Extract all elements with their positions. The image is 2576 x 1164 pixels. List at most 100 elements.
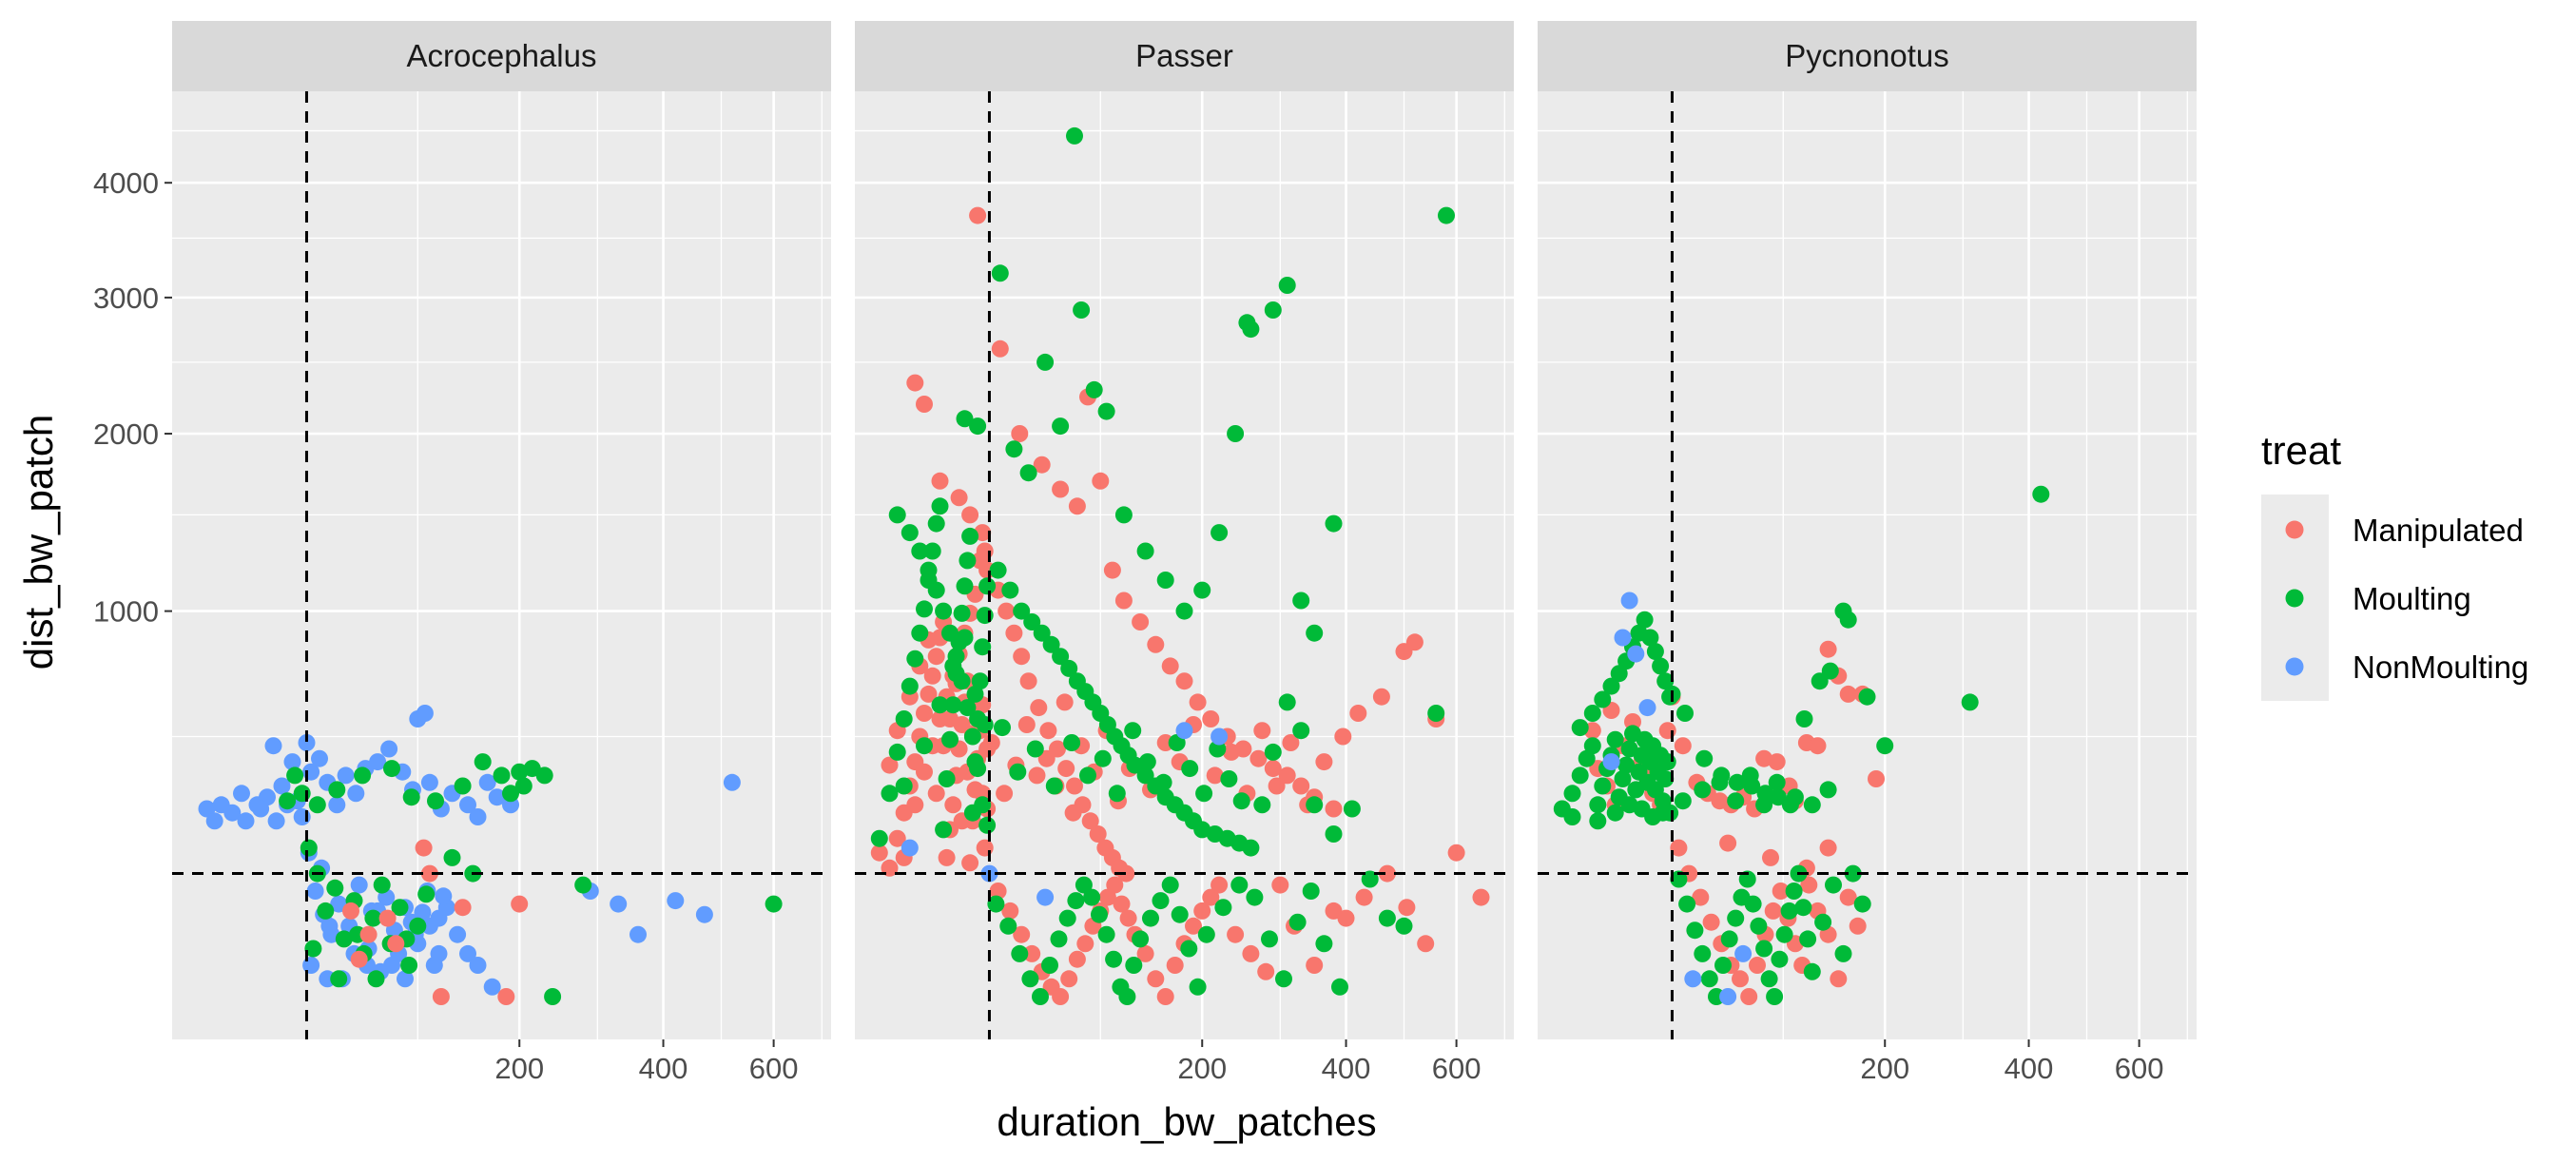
data-point — [966, 685, 984, 703]
data-point — [342, 902, 359, 920]
data-point — [1161, 657, 1179, 675]
data-point — [1242, 944, 1260, 962]
data-point — [1147, 970, 1165, 988]
data-point — [1728, 773, 1746, 791]
data-point — [976, 716, 994, 733]
data-point — [999, 917, 1017, 935]
data-point — [497, 988, 515, 1005]
data-point — [916, 600, 933, 618]
data-point — [1684, 970, 1702, 988]
data-point — [454, 777, 472, 795]
data-point — [417, 885, 436, 903]
data-point — [1264, 301, 1282, 319]
data-point — [1125, 957, 1143, 974]
data-point — [283, 753, 301, 771]
data-point — [1023, 613, 1041, 630]
x-tick-label: 400 — [639, 1052, 688, 1085]
data-point — [961, 506, 979, 524]
data-point — [1734, 944, 1753, 962]
data-point — [267, 812, 285, 830]
data-point — [938, 848, 956, 866]
data-point — [976, 607, 994, 625]
x-axis-acrocephalus: 200 400 600 — [494, 1039, 798, 1085]
data-point — [317, 902, 335, 920]
data-point — [991, 340, 1009, 358]
facet-strip-label: Acrocephalus — [407, 38, 597, 73]
data-point — [1094, 749, 1112, 767]
data-point — [1302, 883, 1320, 900]
data-point — [1594, 777, 1612, 795]
data-point — [1081, 812, 1099, 830]
data-point — [1398, 899, 1416, 917]
facet-panel-passer: Passer — [855, 21, 1514, 1039]
data-point — [1658, 753, 1676, 771]
data-point — [1264, 760, 1282, 778]
data-point — [1638, 699, 1656, 717]
data-point — [1727, 909, 1745, 927]
data-point — [1770, 788, 1787, 806]
data-point — [1620, 592, 1638, 610]
data-point — [223, 804, 242, 822]
data-point — [1602, 753, 1620, 771]
data-point — [1315, 753, 1333, 771]
data-point — [935, 821, 953, 839]
data-point — [1306, 624, 1324, 642]
data-point — [956, 629, 974, 647]
data-point — [1117, 864, 1135, 883]
data-point — [610, 895, 628, 913]
data-point — [1614, 770, 1632, 787]
data-point — [1103, 561, 1121, 579]
data-point — [997, 602, 1016, 620]
data-point — [293, 785, 311, 803]
data-point — [1136, 944, 1154, 962]
data-point — [1306, 796, 1324, 814]
data-point — [1152, 892, 1170, 910]
data-point — [1803, 796, 1821, 814]
data-point — [976, 839, 994, 857]
data-point — [1343, 800, 1361, 818]
data-point — [1378, 909, 1396, 927]
data-point — [279, 792, 297, 810]
data-point — [1108, 785, 1126, 803]
y-axis: 1000 2000 3000 4000 — [93, 166, 172, 629]
data-point — [1033, 624, 1051, 642]
data-point — [1821, 662, 1839, 680]
data-point — [959, 699, 977, 717]
data-point — [1246, 888, 1264, 906]
data-point — [252, 800, 270, 818]
data-point — [1589, 796, 1607, 814]
data-point — [380, 740, 398, 758]
data-point — [1193, 821, 1211, 839]
data-point — [1013, 648, 1031, 666]
data-point — [1195, 785, 1213, 803]
x-axes: 200 400 600 200 400 600 200 400 600 — [494, 1039, 2163, 1085]
data-point — [1337, 909, 1355, 927]
data-point — [1114, 506, 1133, 524]
data-point — [870, 844, 888, 862]
data-point — [469, 808, 487, 825]
data-point — [1138, 753, 1156, 771]
facet-strip — [855, 21, 1514, 91]
facet-panel-pycnonotus: Pycnonotus — [1538, 21, 2197, 1039]
data-point — [1772, 883, 1790, 900]
data-point — [1627, 645, 1645, 663]
data-point — [1063, 734, 1081, 751]
data-point — [1674, 792, 1692, 810]
data-point — [391, 899, 409, 917]
data-point — [1068, 497, 1086, 515]
data-point — [502, 785, 519, 803]
data-point — [1202, 888, 1220, 906]
data-point — [1749, 957, 1766, 974]
data-point — [1795, 710, 1813, 728]
data-point — [1085, 380, 1103, 398]
data-point — [1124, 722, 1142, 740]
legend-label-manipulated: Manipulated — [2353, 513, 2524, 548]
data-point — [1105, 950, 1123, 968]
data-point — [350, 950, 368, 968]
data-point — [1695, 749, 1714, 767]
data-point — [311, 749, 328, 767]
data-point — [432, 988, 450, 1005]
data-point — [906, 374, 924, 392]
data-point — [1844, 864, 1862, 883]
data-point — [1766, 988, 1784, 1005]
